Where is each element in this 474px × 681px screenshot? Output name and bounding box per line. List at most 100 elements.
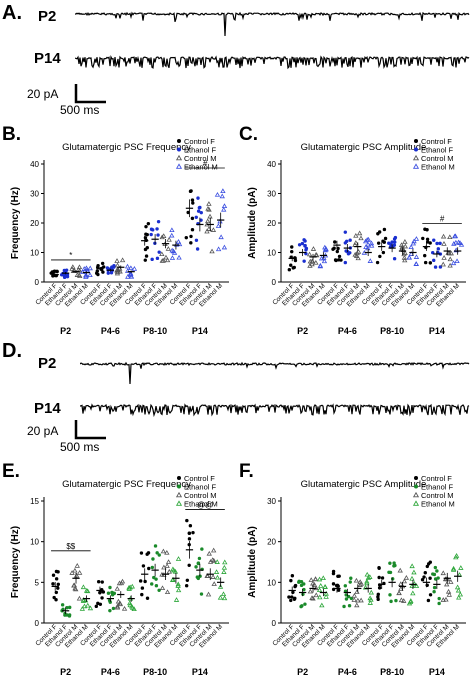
data-point — [150, 257, 154, 262]
panel-d-trace-label-p14: P14 — [34, 400, 61, 417]
group-label: P8-10 — [143, 667, 167, 677]
data-point — [453, 247, 459, 253]
data-point — [411, 238, 417, 244]
data-point — [143, 579, 147, 584]
data-series-group — [94, 261, 106, 277]
data-point — [50, 270, 55, 274]
data-point — [204, 228, 210, 234]
data-point — [381, 250, 386, 255]
panel-d-scale-time: 500 ms — [60, 440, 100, 454]
data-point — [159, 251, 165, 257]
data-point — [399, 244, 405, 250]
data-point — [190, 228, 195, 232]
data-point — [72, 567, 78, 573]
data-point — [146, 551, 151, 555]
data-point — [169, 255, 176, 260]
data-point — [387, 241, 391, 245]
data-series-group — [126, 583, 137, 612]
data-point — [442, 576, 449, 582]
significance-mark: @@ — [197, 501, 213, 510]
data-series-group — [79, 584, 94, 611]
data-series-group — [440, 570, 454, 602]
data-point — [157, 553, 161, 557]
legend-marker — [412, 500, 420, 506]
data-point — [217, 594, 224, 600]
data-point — [316, 587, 323, 593]
data-point — [309, 261, 315, 267]
group-label: P14 — [192, 326, 208, 336]
data-point — [76, 595, 83, 601]
data-point — [138, 579, 143, 583]
data-series-group — [114, 257, 126, 276]
data-point — [67, 613, 72, 617]
data-point — [80, 584, 87, 590]
data-point — [175, 238, 182, 244]
data-point — [79, 606, 86, 611]
data-point — [157, 250, 161, 254]
data-point — [127, 584, 133, 590]
data-point — [323, 590, 329, 596]
data-point — [377, 566, 381, 570]
legend-marker — [175, 491, 183, 498]
data-point — [77, 267, 83, 273]
data-series-group — [106, 585, 117, 613]
data-point — [217, 584, 224, 589]
data-point — [220, 188, 226, 194]
data-point — [355, 255, 361, 261]
chart-panel-letter: E. — [2, 461, 20, 482]
data-point — [402, 257, 408, 263]
data-series-group — [159, 548, 172, 595]
data-point — [423, 253, 427, 258]
legend-label: Control M — [184, 154, 217, 163]
data-point — [410, 590, 416, 596]
data-point — [368, 240, 375, 246]
data-series-group — [194, 547, 204, 596]
data-point — [336, 574, 340, 578]
data-point — [68, 605, 72, 610]
significance-mark: # — [440, 215, 445, 224]
data-point — [447, 256, 453, 262]
group-label: P2 — [60, 667, 71, 677]
data-point — [81, 603, 88, 609]
data-point — [349, 576, 353, 580]
data-point — [124, 263, 131, 269]
panel-a-trace-label-p2: P2 — [38, 8, 57, 25]
data-point — [451, 233, 458, 239]
y-tick-label: 15 — [30, 497, 39, 506]
data-point — [169, 232, 175, 238]
data-point — [161, 233, 167, 238]
data-point — [444, 581, 450, 587]
data-point — [358, 235, 364, 241]
data-point — [77, 273, 83, 279]
group-label: P4-6 — [338, 667, 357, 677]
data-point — [311, 582, 318, 587]
data-point — [107, 598, 112, 603]
data-point — [155, 551, 159, 555]
data-point — [84, 588, 91, 594]
data-point — [333, 258, 338, 262]
data-point — [446, 592, 452, 597]
data-point — [290, 249, 294, 254]
data-point — [401, 578, 408, 584]
data-point — [206, 201, 212, 206]
data-point — [368, 242, 375, 248]
data-point — [150, 565, 155, 570]
data-point — [143, 258, 147, 262]
data-point — [184, 584, 189, 588]
panel-a-trace-label-p14: P14 — [34, 50, 61, 67]
data-point — [190, 198, 195, 202]
data-point — [156, 233, 160, 237]
data-point — [65, 613, 69, 617]
data-series-group — [169, 556, 182, 602]
data-point — [164, 563, 170, 568]
data-series-group — [396, 567, 410, 603]
data-point — [144, 224, 148, 229]
data-point — [454, 584, 461, 590]
significance-mark: $$ — [66, 542, 75, 551]
y-tick-label: 10 — [30, 249, 39, 258]
data-point — [381, 239, 385, 243]
data-point — [211, 581, 217, 586]
data-series-group — [159, 233, 172, 263]
data-point — [409, 563, 415, 569]
data-point — [337, 258, 341, 262]
